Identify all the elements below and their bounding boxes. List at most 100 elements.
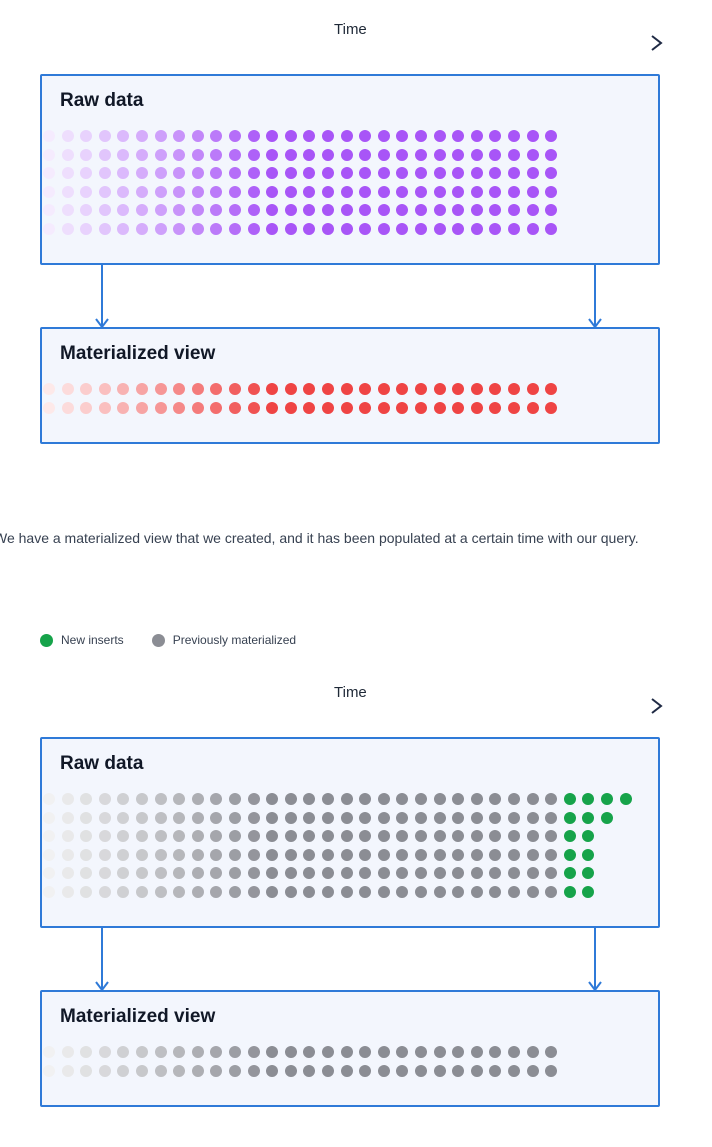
new-insert-dot (582, 793, 595, 805)
raw-data-dot (191, 204, 204, 217)
raw-data-dot (322, 223, 334, 235)
raw-data-dot (43, 223, 55, 235)
materialized-view-dot (229, 401, 241, 414)
materialized-view-dot (433, 401, 446, 414)
previously-materialized-dot (322, 867, 334, 880)
materialized-view-dot (80, 1064, 93, 1077)
raw-data-dot (154, 223, 167, 235)
raw-data-dot (359, 223, 372, 235)
materialized-view-dot (247, 1064, 260, 1077)
raw-data-dot (173, 204, 186, 217)
materialized-view-dot (154, 1064, 167, 1077)
materialized-view-dot (43, 401, 55, 414)
raw-data-dot (415, 223, 427, 235)
materialized-view-dot (98, 1046, 111, 1058)
raw-data-dot (359, 148, 372, 161)
new-insert-dot (563, 830, 576, 843)
previously-materialized-dot (43, 830, 55, 843)
previously-materialized-dot (303, 793, 316, 805)
time-axis-label-2: Time (334, 684, 367, 701)
materialized-view-dot (433, 1046, 446, 1058)
materialized-view-dot (359, 401, 372, 414)
materialized-view-dot (266, 1064, 279, 1077)
raw-data-dot (210, 148, 223, 161)
previously-materialized-dot (210, 811, 223, 824)
previously-materialized-dot (303, 830, 316, 843)
raw-data-dot (489, 204, 502, 217)
materialized-view-dot (98, 1064, 111, 1077)
previously-materialized-dot (545, 867, 558, 880)
raw-data-dot (322, 148, 334, 161)
previously-materialized-dot (452, 830, 465, 843)
previously-materialized-dot (136, 886, 148, 898)
previously-materialized-dot (117, 886, 130, 898)
previously-materialized-dot (266, 867, 279, 880)
raw-data-dot (154, 167, 167, 180)
materialized-view-dot (98, 383, 111, 395)
raw-data-dot (452, 130, 465, 142)
materialized-view-dot (303, 1046, 316, 1058)
materialized-view-dot (210, 1064, 223, 1077)
raw-data-dot (136, 148, 148, 161)
materialized-view-dot (117, 401, 130, 414)
previously-materialized-dot (470, 886, 483, 898)
previously-materialized-dot (322, 886, 334, 898)
previously-materialized-dot (470, 848, 483, 861)
raw-data-dot (508, 185, 520, 198)
previously-materialized-dot (173, 830, 186, 843)
raw-data-dot (284, 130, 297, 142)
materialized-view-dot (433, 383, 446, 395)
raw-data-dot (98, 204, 111, 217)
previously-materialized-dot (98, 848, 111, 861)
raw-data-dot (266, 185, 279, 198)
previously-materialized-dot (415, 811, 427, 824)
raw-data-dot (415, 130, 427, 142)
previously-materialized-dot (117, 848, 130, 861)
raw-data-dot (470, 148, 483, 161)
legend-previously-materialized: Previously materialized (151, 633, 296, 647)
previously-materialized-dot (489, 886, 502, 898)
materialized-view-dot (452, 401, 465, 414)
raw-data-dot (340, 148, 353, 161)
raw-data-dot (489, 185, 502, 198)
new-insert-dot (563, 848, 576, 861)
materialized-view-dot (545, 383, 558, 395)
previously-materialized-dot (154, 793, 167, 805)
previously-materialized-dot (340, 848, 353, 861)
previously-materialized-dot (136, 830, 148, 843)
new-insert-dot (619, 793, 632, 805)
previously-materialized-dot (359, 811, 372, 824)
materialized-view-dot (191, 401, 204, 414)
raw-data-dot (173, 167, 186, 180)
raw-data-dot (452, 185, 465, 198)
previously-materialized-dot (489, 830, 502, 843)
materialized-view-dot (322, 1064, 334, 1077)
raw-data-dot (266, 130, 279, 142)
materialized-view-dot (210, 383, 223, 395)
materialized-view-dot (117, 1046, 130, 1058)
previously-materialized-dot (340, 793, 353, 805)
materialized-view-dot (43, 1064, 55, 1077)
materialized-view-dot (415, 1046, 427, 1058)
raw-data-dot (80, 130, 93, 142)
raw-data-dot (117, 185, 130, 198)
raw-data-dot (377, 167, 390, 180)
raw-data-dot (303, 223, 316, 235)
raw-data-dot (154, 148, 167, 161)
materialized-view-dot (154, 383, 167, 395)
previously-materialized-dot (173, 811, 186, 824)
new-insert-dot (601, 793, 613, 805)
raw-data-dot (173, 148, 186, 161)
raw-data-dot (229, 204, 241, 217)
raw-data-dot (303, 167, 316, 180)
previously-materialized-dot (247, 793, 260, 805)
raw-data-dot (415, 185, 427, 198)
raw-data-dot (526, 167, 539, 180)
materialized-view-dot (284, 1046, 297, 1058)
raw-data-dot (508, 223, 520, 235)
raw-data-dot (377, 223, 390, 235)
materialized-view-dot (210, 401, 223, 414)
previously-materialized-dot (61, 848, 74, 861)
previously-materialized-dot (284, 793, 297, 805)
previously-materialized-dot (359, 793, 372, 805)
